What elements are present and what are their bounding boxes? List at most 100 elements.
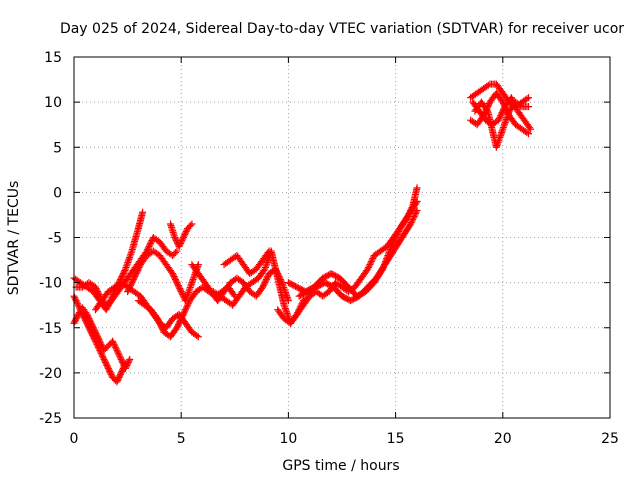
data-point bbox=[510, 98, 518, 106]
data-point bbox=[147, 238, 155, 246]
data-point bbox=[145, 243, 153, 251]
data-point bbox=[71, 295, 79, 303]
data-point bbox=[139, 208, 147, 216]
y-tick-label: 15 bbox=[44, 50, 62, 66]
data-point bbox=[392, 234, 400, 241]
data-point bbox=[507, 94, 515, 102]
data-point bbox=[179, 310, 187, 318]
data-point bbox=[259, 282, 267, 290]
data-point bbox=[95, 336, 103, 344]
data-point bbox=[127, 280, 135, 288]
data-point bbox=[510, 100, 518, 108]
data-point bbox=[117, 369, 125, 377]
data-point bbox=[523, 129, 531, 137]
data-point bbox=[107, 370, 115, 378]
data-point bbox=[154, 315, 162, 323]
data-point bbox=[262, 277, 270, 285]
data-point bbox=[177, 238, 185, 246]
y-tick-label: 5 bbox=[53, 140, 62, 156]
data-point bbox=[369, 255, 377, 263]
data-point bbox=[412, 199, 420, 207]
data-point bbox=[174, 280, 182, 288]
data-point bbox=[94, 289, 102, 297]
data-point bbox=[413, 197, 421, 205]
data-point bbox=[176, 240, 184, 248]
data-point bbox=[174, 322, 182, 330]
data-point bbox=[135, 264, 143, 272]
data-point bbox=[263, 274, 271, 282]
data-point bbox=[526, 124, 534, 132]
data-point bbox=[188, 220, 196, 228]
data-point bbox=[99, 354, 107, 362]
data-point bbox=[171, 249, 179, 257]
data-point bbox=[230, 291, 238, 299]
data-point bbox=[484, 81, 492, 89]
data-point bbox=[114, 375, 122, 383]
data-point bbox=[89, 324, 97, 332]
data-point bbox=[159, 325, 167, 333]
x-tick-label: 0 bbox=[70, 431, 79, 447]
data-point bbox=[176, 285, 184, 293]
data-point bbox=[93, 331, 101, 339]
data-point bbox=[169, 270, 177, 278]
series-8 bbox=[166, 220, 196, 251]
data-point bbox=[100, 355, 108, 363]
data-point bbox=[179, 234, 187, 241]
data-point bbox=[71, 316, 79, 324]
data-point bbox=[116, 372, 124, 380]
data-point bbox=[169, 271, 177, 279]
data-point bbox=[176, 318, 184, 326]
data-point bbox=[94, 334, 102, 342]
data-point bbox=[178, 289, 186, 297]
data-point bbox=[181, 306, 189, 314]
data-point bbox=[525, 103, 533, 111]
data-point bbox=[155, 318, 163, 326]
data-point bbox=[182, 304, 190, 312]
data-point bbox=[96, 337, 104, 345]
data-point bbox=[174, 321, 182, 329]
series-4 bbox=[72, 234, 181, 309]
data-point bbox=[179, 235, 187, 243]
data-point bbox=[171, 276, 179, 284]
data-point bbox=[84, 313, 92, 321]
data-point bbox=[171, 234, 179, 241]
data-point bbox=[83, 310, 91, 318]
data-point bbox=[87, 319, 95, 327]
data-point bbox=[134, 265, 142, 273]
data-point bbox=[194, 333, 202, 341]
data-point bbox=[158, 324, 166, 332]
data-point bbox=[157, 322, 165, 330]
data-point bbox=[130, 274, 138, 282]
data-point bbox=[111, 343, 119, 351]
data-point bbox=[129, 277, 137, 285]
data-point bbox=[368, 256, 376, 264]
data-point bbox=[112, 345, 120, 353]
data-point bbox=[146, 240, 154, 248]
data-point bbox=[144, 246, 152, 254]
data-point bbox=[511, 101, 519, 109]
data-point bbox=[173, 279, 181, 287]
data-point bbox=[177, 288, 185, 296]
data-point bbox=[411, 211, 419, 219]
data-point bbox=[391, 235, 399, 243]
data-point bbox=[508, 95, 516, 103]
data-point bbox=[114, 349, 122, 357]
data-point bbox=[118, 357, 126, 365]
data-point bbox=[118, 367, 126, 375]
data-point bbox=[134, 267, 142, 275]
y-tick-label: -5 bbox=[48, 231, 62, 247]
data-point bbox=[115, 373, 123, 381]
data-point bbox=[73, 298, 81, 306]
data-point bbox=[119, 270, 127, 278]
y-tick-label: -15 bbox=[39, 321, 62, 337]
data-point bbox=[156, 319, 164, 327]
data-point bbox=[118, 273, 126, 281]
data-point bbox=[105, 366, 113, 374]
data-point bbox=[113, 378, 121, 386]
data-point bbox=[171, 235, 179, 243]
data-point bbox=[512, 103, 520, 111]
data-point bbox=[116, 352, 124, 360]
x-tick-label: 10 bbox=[279, 431, 297, 447]
data-point bbox=[86, 318, 94, 326]
